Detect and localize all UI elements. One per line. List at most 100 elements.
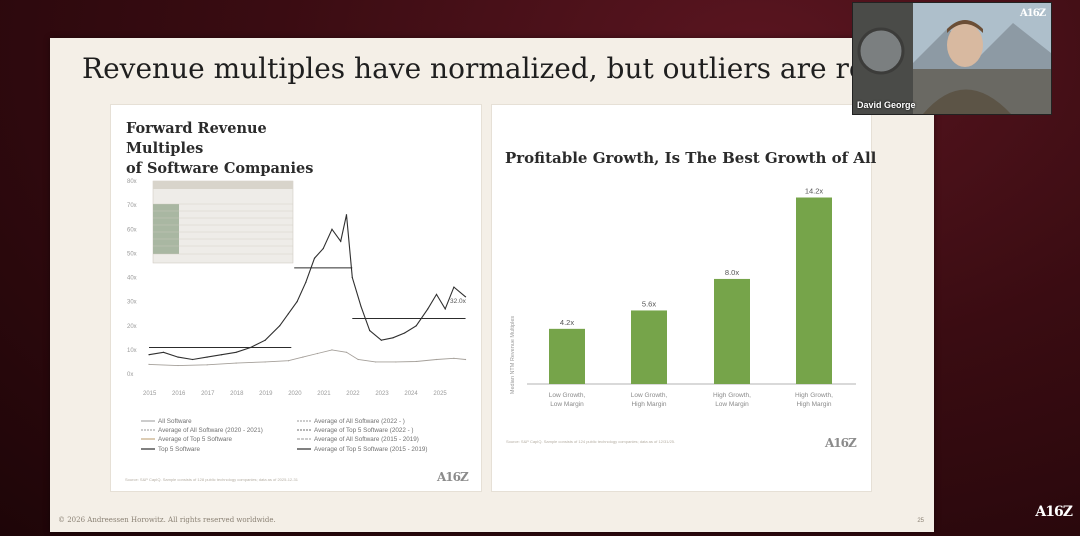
series-point bbox=[453, 286, 455, 288]
legend-item: Average of Top 5 Software bbox=[158, 436, 232, 443]
series-point bbox=[340, 240, 342, 242]
series-point bbox=[464, 358, 467, 361]
bar-y-label: Median NTM Revenue Multiples bbox=[510, 316, 516, 395]
legend-item: All Software bbox=[158, 418, 192, 425]
series-point bbox=[392, 337, 394, 339]
bar bbox=[714, 278, 750, 384]
series-point bbox=[345, 351, 348, 353]
series-point bbox=[444, 308, 446, 310]
bar-source-note: Source: S&P CapIQ. Sample consists of 12… bbox=[506, 439, 675, 444]
x-tick-label: 2017 bbox=[201, 391, 215, 397]
bar bbox=[549, 328, 585, 384]
series-point bbox=[369, 329, 371, 332]
series-point bbox=[345, 214, 348, 216]
x-tick-label: 2015 bbox=[143, 391, 157, 397]
series-point bbox=[331, 349, 333, 351]
x-tick-label: 2023 bbox=[375, 391, 389, 397]
series-point bbox=[264, 339, 266, 341]
series-point bbox=[296, 301, 298, 303]
bar-chart-card: Profitable Growth, Is The Best Growth of… bbox=[491, 104, 876, 492]
y-tick-label: 40x bbox=[127, 276, 137, 282]
x-tick-label: 2018 bbox=[230, 391, 244, 397]
series-point bbox=[235, 351, 237, 353]
series-point bbox=[206, 356, 208, 358]
series-point bbox=[302, 356, 304, 358]
inset-table bbox=[152, 180, 294, 264]
bar-value-label: 5.6x bbox=[642, 299, 656, 308]
series-point bbox=[206, 364, 208, 366]
series-point bbox=[380, 339, 382, 341]
bar-value-label: 14.2x bbox=[805, 187, 824, 196]
series-point bbox=[453, 357, 455, 359]
line-chart-card: Forward Revenue Multiples of Software Co… bbox=[110, 104, 482, 492]
series-point bbox=[235, 362, 237, 364]
series-point bbox=[264, 361, 266, 363]
series-point bbox=[177, 356, 179, 358]
line-chart-legend: All Software Average of All Software (20… bbox=[141, 418, 428, 453]
y-tick-label: 60x bbox=[127, 227, 137, 233]
series-point bbox=[148, 363, 150, 365]
series-point bbox=[279, 325, 281, 327]
line-chart-title: Forward Revenue Multiples of Software Co… bbox=[126, 119, 346, 179]
chart-callout: 32.0x bbox=[450, 298, 467, 305]
y-tick-label: 50x bbox=[127, 251, 137, 257]
y-tick-label: 80x bbox=[127, 179, 137, 185]
x-tick-label: 2020 bbox=[288, 391, 302, 397]
bar-plot-area: 4.2x Low Growth, Low Margin 5.6x Low Growth,… bbox=[527, 187, 856, 408]
line-chart: 80x 70x 60x 50x 40x 30x 20x 10x 0x 2015 2016 2017 20… bbox=[125, 179, 470, 484]
series-point bbox=[331, 228, 333, 230]
webcam-feed bbox=[853, 3, 1051, 114]
legend-item: Top 5 Software bbox=[158, 446, 201, 453]
series-point bbox=[316, 352, 319, 355]
bar-category-label: Low Margin bbox=[715, 401, 749, 408]
presentation-slide: Revenue multiples have normalized, but o… bbox=[50, 38, 934, 532]
series-line bbox=[148, 349, 466, 367]
bar-category-label: Low Margin bbox=[550, 401, 584, 408]
series-point bbox=[374, 361, 377, 363]
page-number: 25 bbox=[917, 518, 924, 524]
series-point bbox=[287, 360, 289, 362]
series-point bbox=[435, 293, 438, 295]
x-tick-label: 2016 bbox=[172, 391, 186, 397]
series-point bbox=[464, 296, 467, 298]
series-point bbox=[351, 276, 353, 279]
y-tick-label: 10x bbox=[127, 348, 137, 354]
a16z-logo-right: A16Z bbox=[824, 436, 857, 450]
bar bbox=[796, 197, 832, 384]
webcam-a16z-logo: A16Z bbox=[1020, 8, 1046, 19]
line-plot-area: 80x 70x 60x 50x 40x 30x 20x 10x 0x 2015 2016 2017 20… bbox=[127, 179, 467, 397]
bar-category-label: Low Growth, bbox=[549, 392, 586, 399]
bar-category-label: Low Growth, bbox=[631, 392, 668, 399]
series-point bbox=[435, 358, 438, 361]
series-point bbox=[305, 281, 307, 283]
series-point bbox=[322, 247, 324, 250]
legend-item: Average of Top 5 Software (2022 - ) bbox=[314, 427, 414, 434]
bar-chart-title: Profitable Growth, Is The Best Growth of… bbox=[505, 149, 877, 167]
series-point bbox=[287, 313, 289, 315]
series-line bbox=[148, 214, 466, 361]
x-tick-label: 2021 bbox=[317, 391, 331, 397]
y-tick-label: 70x bbox=[127, 203, 137, 209]
participant-name: David George bbox=[857, 100, 916, 110]
series-point bbox=[427, 308, 429, 310]
series-point bbox=[360, 305, 362, 308]
series-point bbox=[177, 364, 179, 367]
y-tick-label: 30x bbox=[127, 300, 137, 306]
series-point bbox=[221, 354, 223, 356]
corner-a16z-logo: A16Z bbox=[1035, 504, 1073, 520]
line-chart-title-line1: Forward Revenue Multiples bbox=[126, 120, 267, 157]
bar-category-label: High Growth, bbox=[713, 392, 751, 399]
bar-category-label: High Growth, bbox=[795, 392, 833, 399]
bar-value-label: 4.2x bbox=[560, 318, 574, 327]
source-note: Source: S&P CapIQ. Sample consists of 12… bbox=[125, 477, 299, 482]
x-tick-label: 2022 bbox=[346, 391, 360, 397]
bar-value-label: 8.0x bbox=[725, 268, 739, 277]
legend-item: Average of All Software (2022 - ) bbox=[314, 418, 405, 425]
copyright: © 2026 Andreessen Horowitz. All rights r… bbox=[58, 516, 276, 524]
x-tick-label: 2019 bbox=[259, 391, 273, 397]
bar-chart: Median NTM Revenue Multiples 4.2x Low Gro… bbox=[506, 187, 858, 450]
bar bbox=[631, 310, 667, 384]
bar-category-label: High Margin bbox=[631, 401, 666, 408]
webcam-video-tile[interactable]: A16Z David George bbox=[852, 2, 1052, 115]
series-point bbox=[162, 351, 165, 353]
